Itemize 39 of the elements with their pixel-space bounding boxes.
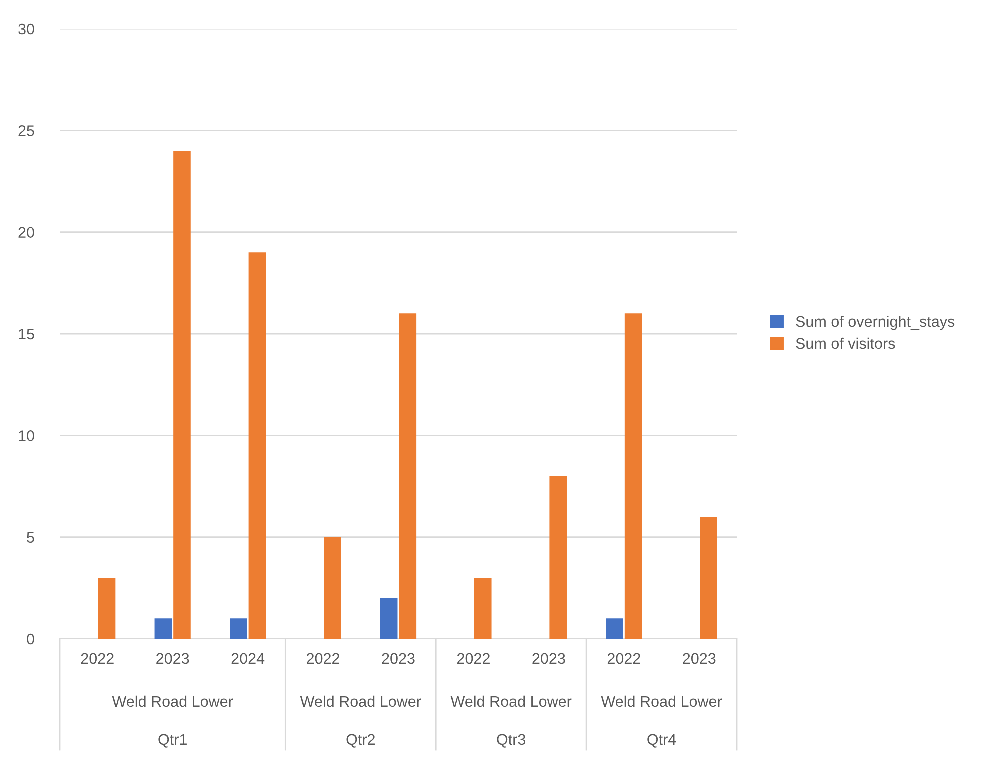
text: Weld Road Lower xyxy=(300,696,422,708)
x-tick-label: 2022 xyxy=(307,653,340,664)
bar xyxy=(606,618,624,639)
y-tick-label: 30 xyxy=(18,24,34,35)
bar xyxy=(230,618,248,639)
legend-label: Sum of overnight_stays xyxy=(796,316,955,330)
bar xyxy=(399,314,417,639)
y-tick-label: 25 xyxy=(18,126,34,136)
bar xyxy=(380,598,398,639)
bar xyxy=(324,537,342,639)
y-tick-label: 0 xyxy=(27,634,34,645)
x-tick-label: 2022 xyxy=(81,653,114,664)
x-tick-label: 2023 xyxy=(683,653,716,664)
x-tick-label: 2024 xyxy=(232,653,265,664)
y-tick-label: 15 xyxy=(19,329,34,340)
y-tick-label: 5 xyxy=(27,532,34,544)
text: Weld Road Lower xyxy=(112,696,234,708)
bar xyxy=(700,517,718,639)
bar xyxy=(474,578,492,639)
bar xyxy=(248,252,266,639)
y-tick-label: 20 xyxy=(18,227,34,238)
text: Qtr3 xyxy=(497,734,526,748)
bar xyxy=(174,151,191,639)
text: Weld Road Lower xyxy=(450,696,572,708)
text: Qtr2 xyxy=(346,734,375,748)
x-tick-label: 2022 xyxy=(608,653,640,664)
x-tick-label: 2023 xyxy=(532,653,566,664)
x-tick-label: 2023 xyxy=(156,653,190,664)
x-tick-label: 2022 xyxy=(458,653,490,664)
bar xyxy=(550,476,567,639)
bar xyxy=(154,618,172,639)
text: Weld Road Lower xyxy=(601,696,722,708)
text: Qtr4 xyxy=(648,734,676,748)
legend-label: Sum of visitors xyxy=(796,338,896,350)
text: Qtr1 xyxy=(158,734,187,748)
x-tick-label: 2023 xyxy=(382,653,415,664)
y-tick-label: 10 xyxy=(19,430,34,442)
bar xyxy=(98,578,116,639)
bar xyxy=(624,314,642,639)
